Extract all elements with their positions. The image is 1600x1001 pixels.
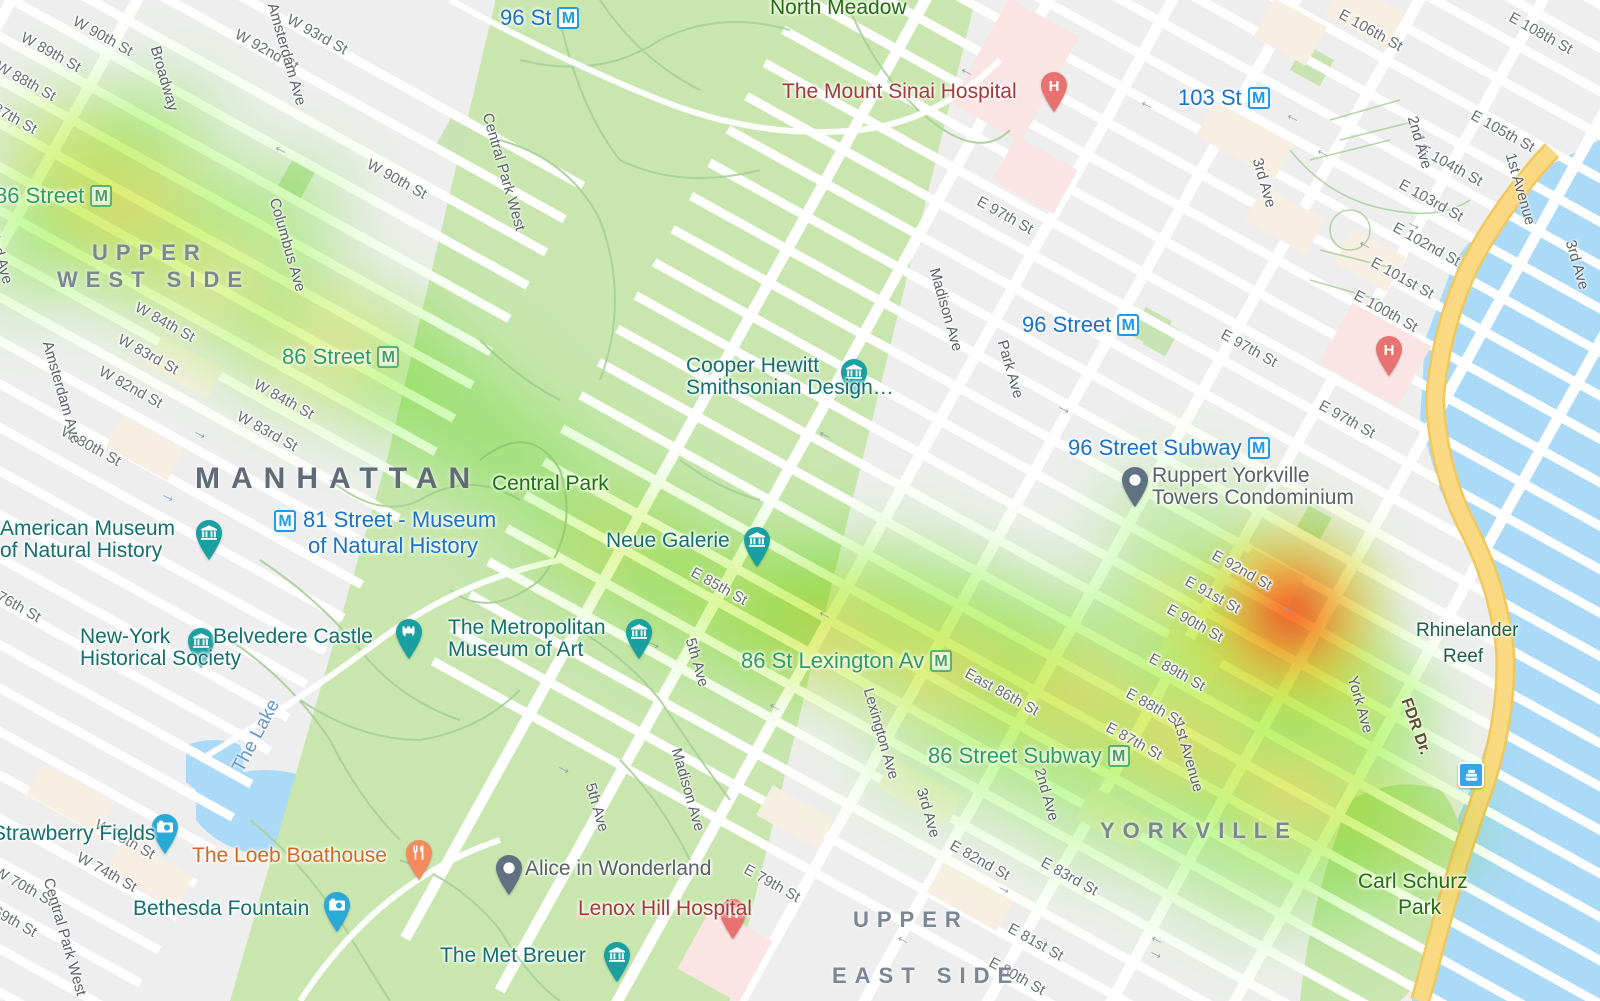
museum-icon[interactable]	[600, 940, 634, 984]
svg-text:H: H	[1384, 342, 1395, 359]
castle-icon[interactable]	[392, 617, 426, 661]
museum-icon[interactable]	[622, 617, 656, 661]
place-dot-icon[interactable]	[492, 853, 526, 897]
museum-icon[interactable]	[192, 518, 226, 562]
hospital-icon[interactable]: H	[1037, 70, 1071, 114]
museum-icon[interactable]	[184, 626, 218, 670]
museum-icon[interactable]	[837, 357, 871, 401]
photo-icon[interactable]	[320, 890, 354, 934]
hospital-icon[interactable]: H	[716, 897, 750, 941]
ferry-terminal-icon[interactable]	[1458, 762, 1484, 788]
photo-icon[interactable]	[148, 812, 182, 856]
hospital-icon[interactable]: H	[1372, 334, 1406, 378]
museum-icon[interactable]	[740, 525, 774, 569]
svg-text:H: H	[1049, 78, 1060, 95]
svg-text:H: H	[728, 905, 739, 922]
place-dot-icon[interactable]	[1118, 465, 1152, 509]
restaurant-icon[interactable]	[402, 838, 436, 882]
